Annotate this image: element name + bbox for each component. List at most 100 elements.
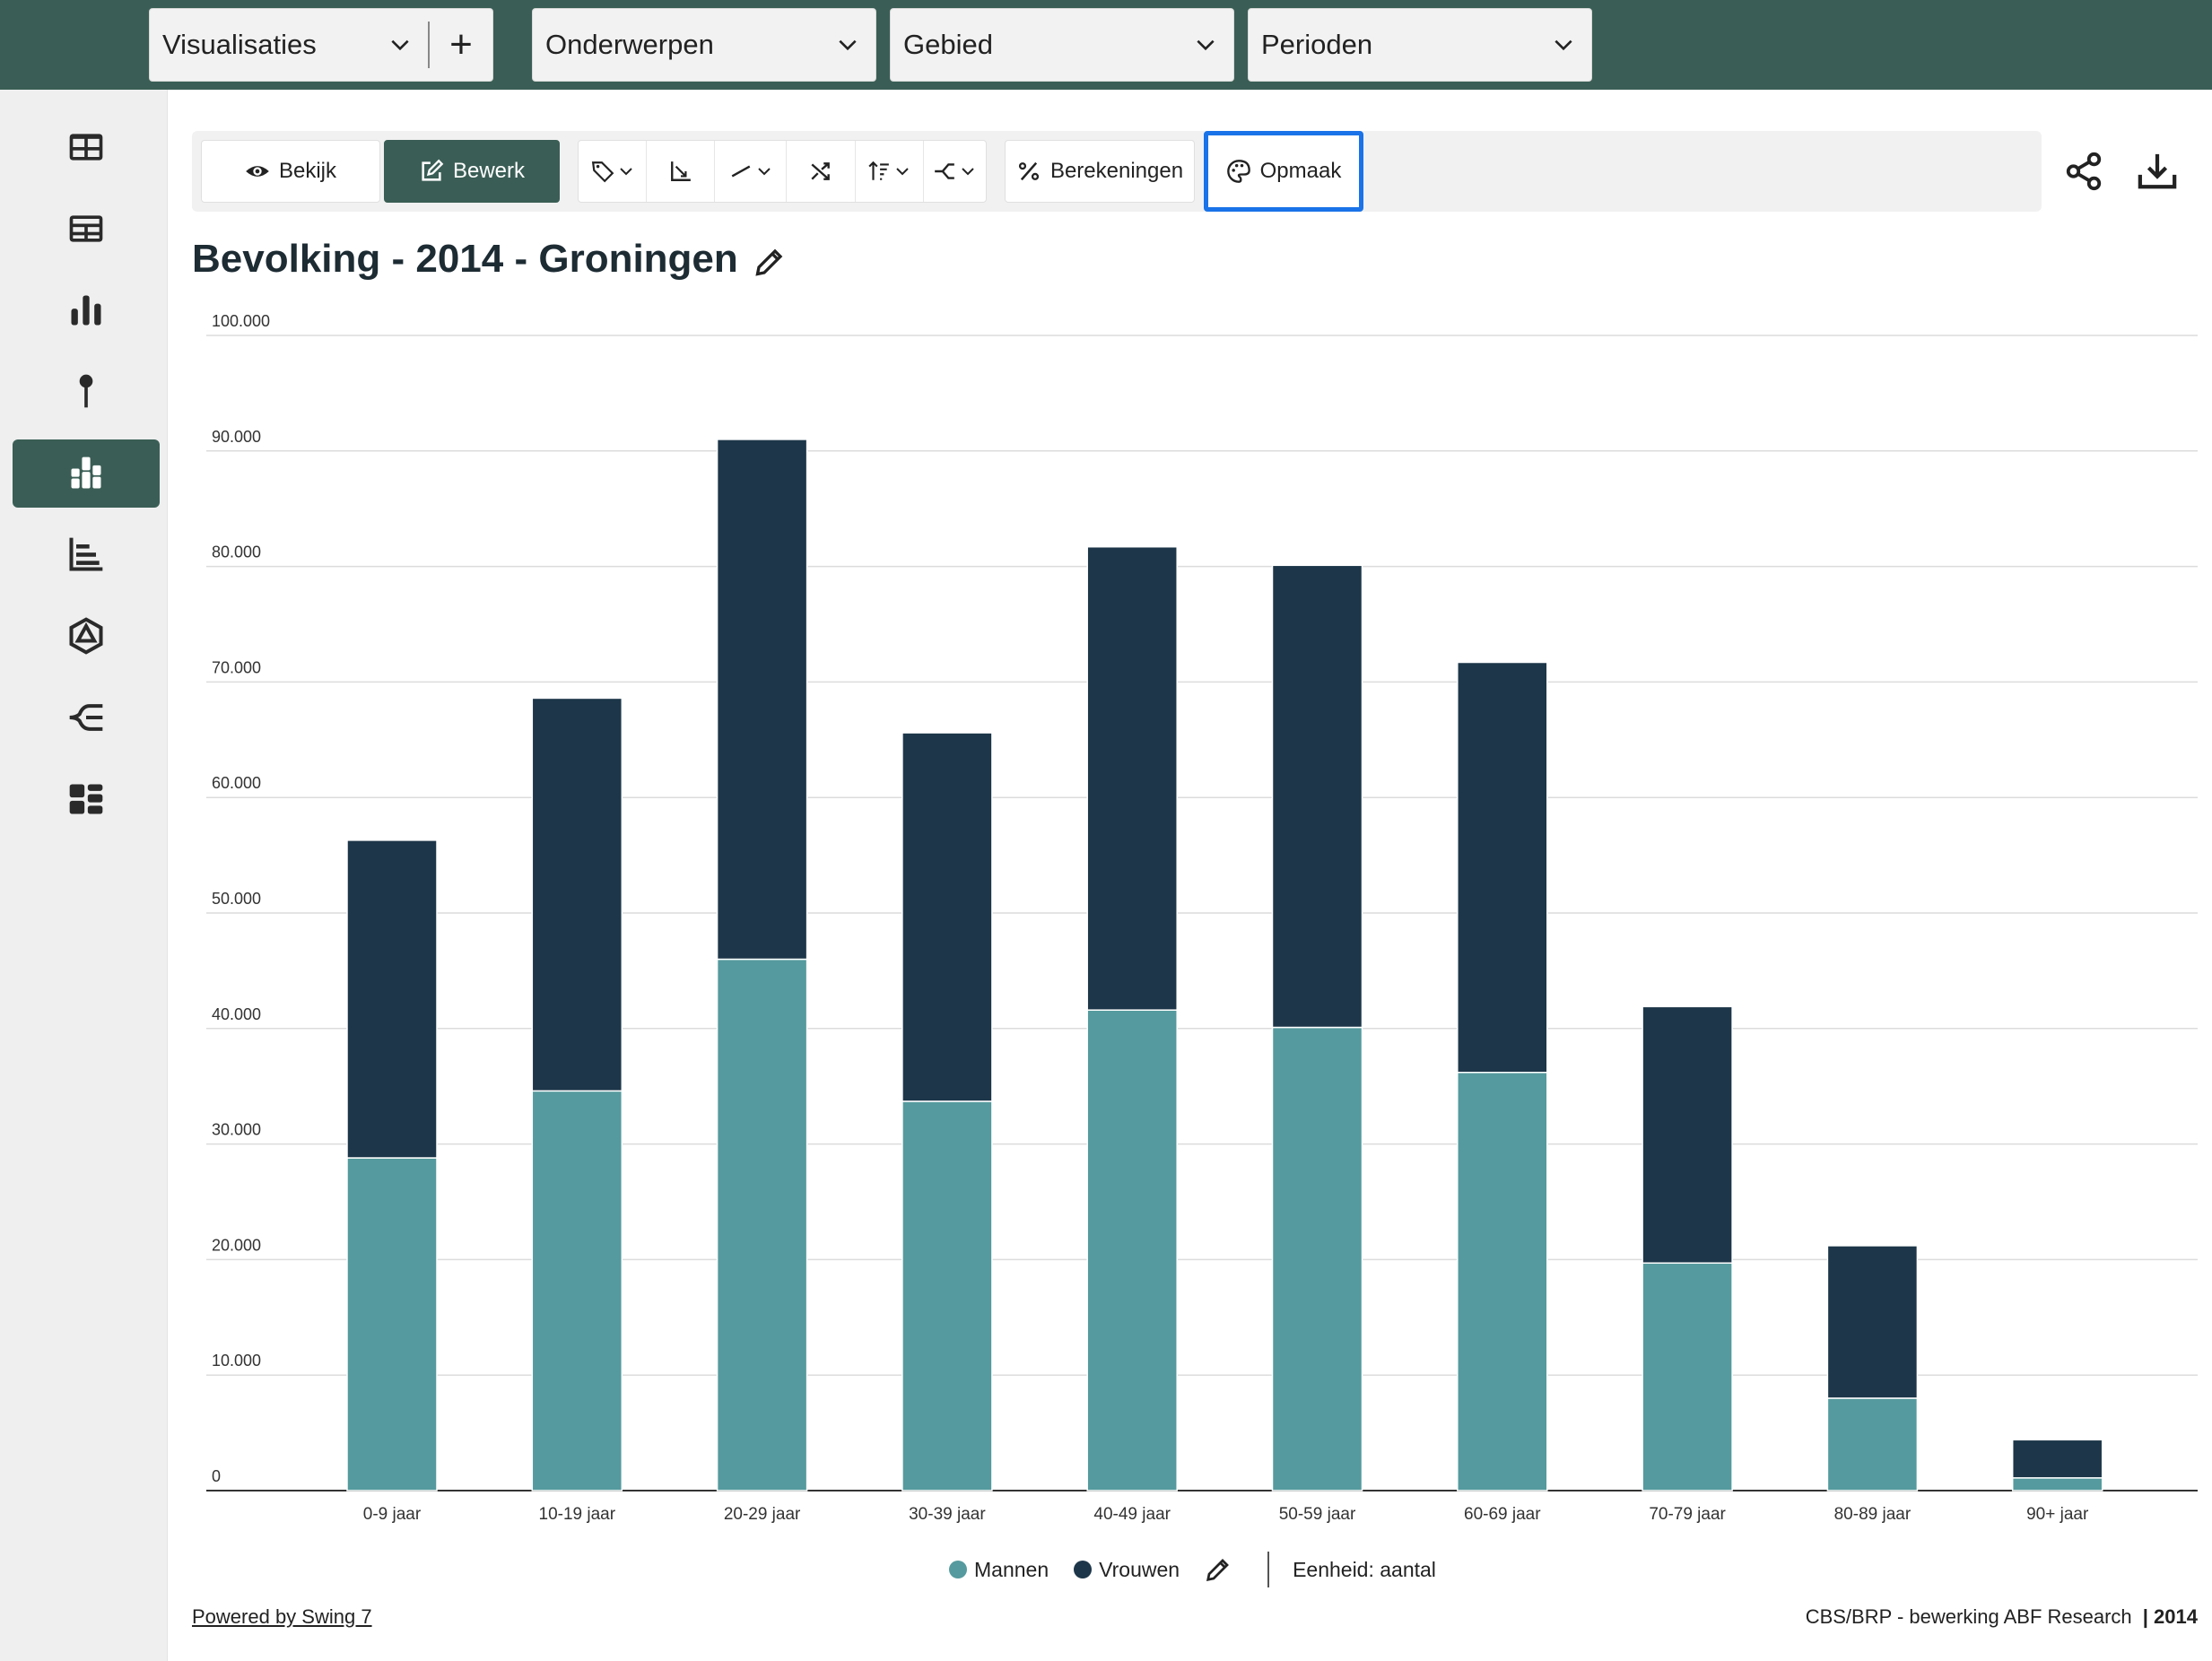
legend-item-mannen[interactable]: Mannen — [949, 1558, 1049, 1582]
sidebar — [0, 90, 168, 1661]
percent-icon — [1018, 161, 1040, 181]
bar-segment-mannen — [1457, 1071, 1548, 1491]
sidebar-item-horizontal-bar[interactable] — [13, 520, 160, 588]
chevron-down-icon — [896, 168, 909, 176]
shuffle-button[interactable] — [787, 141, 856, 202]
sidebar-item-stacked-bar[interactable] — [13, 439, 160, 508]
onderwerpen-dropdown[interactable]: Onderwerpen — [532, 8, 876, 82]
dashboard-table-icon — [69, 215, 103, 242]
legend-label-mannen: Mannen — [974, 1557, 1049, 1581]
chevron-down-icon — [839, 39, 857, 51]
chevron-down-icon — [1554, 39, 1572, 51]
y-tick-label: 80.000 — [212, 544, 261, 561]
bar-segment-mannen — [1271, 1026, 1363, 1491]
bar-segment-vrouwen — [1457, 661, 1548, 1074]
y-tick-label: 100.000 — [212, 312, 270, 330]
format-button[interactable]: Opmaak — [1204, 131, 1363, 212]
tiles-icon — [69, 784, 103, 814]
tag-icon — [591, 161, 614, 183]
sidebar-item-table[interactable] — [13, 113, 160, 181]
edit-label: Bewerk — [452, 159, 526, 183]
tree-icon — [69, 704, 103, 731]
bar-chart-icon — [71, 295, 101, 326]
horizontal-bar-icon — [69, 537, 103, 571]
bar-segment-mannen — [716, 958, 808, 1491]
x-tick-label: 90+ jaar — [2026, 1505, 2089, 1524]
bar-segment-mannen — [531, 1090, 623, 1491]
bar-segment-vrouwen — [1642, 1005, 1733, 1265]
legend-divider — [1267, 1552, 1270, 1587]
gebied-label: Gebied — [903, 29, 993, 60]
sort-icon — [868, 161, 890, 180]
legend-dot-mannen — [949, 1561, 967, 1578]
powered-by-link[interactable]: Powered by Swing 7 — [192, 1605, 372, 1628]
map-pin-icon — [79, 374, 93, 408]
chart-toolbar: Bekijk Bewerk Berekeningen — [192, 131, 2042, 212]
bar-segment-mannen — [901, 1100, 993, 1491]
view-button[interactable]: Bekijk — [201, 140, 380, 203]
add-visualisation-button[interactable]: + — [449, 22, 473, 66]
view-label: Bekijk — [278, 159, 337, 183]
y-tick-label: 50.000 — [212, 890, 261, 908]
perioden-dropdown[interactable]: Perioden — [1248, 8, 1592, 82]
bar-segment-vrouwen — [2011, 1439, 2103, 1479]
y-tick-label: 10.000 — [212, 1352, 261, 1370]
line-icon — [731, 165, 751, 178]
chevron-down-icon — [619, 168, 632, 176]
legend-label-vrouwen: Vrouwen — [1099, 1557, 1180, 1581]
stacked-bar-chart: 0 10.000 20.000 30.000 40.000 50.000 60.000 70.… — [206, 312, 2198, 1524]
format-label: Opmaak — [1259, 159, 1342, 183]
labels-dropdown[interactable] — [579, 141, 648, 202]
source-note: CBS/BRP - bewerking ABF Research | 2014 — [1806, 1605, 2198, 1629]
chart-legend: Mannen Vrouwen Eenheid: aantal — [949, 1550, 1436, 1589]
palette-icon — [1226, 160, 1250, 183]
gebied-dropdown[interactable]: Gebied — [890, 8, 1234, 82]
chevron-down-icon — [758, 168, 771, 176]
visualisaties-dropdown[interactable]: Visualisaties + — [149, 8, 493, 82]
radar-icon — [69, 617, 103, 655]
edit-icon — [422, 159, 444, 181]
split-dropdown[interactable] — [924, 141, 986, 202]
chevron-down-icon — [962, 168, 975, 176]
visualisaties-label: Visualisaties — [162, 29, 317, 60]
x-tick-label: 80-89 jaar — [1834, 1505, 1912, 1524]
bar-segment-mannen — [1086, 1009, 1178, 1491]
calculations-button[interactable]: Berekeningen — [1005, 140, 1195, 203]
unit-label: Eenheid: aantal — [1293, 1557, 1436, 1581]
pencil-icon[interactable] — [1205, 1556, 1232, 1583]
bar-segment-vrouwen — [1086, 545, 1178, 1011]
axis-button[interactable] — [647, 141, 716, 202]
stacked-bar-icon — [71, 457, 101, 489]
x-tick-label: 30-39 jaar — [909, 1505, 986, 1524]
source-year: | 2014 — [2142, 1605, 2198, 1628]
line-dropdown[interactable] — [715, 141, 788, 202]
axis-icon — [670, 161, 691, 181]
sidebar-item-tree[interactable] — [13, 683, 160, 752]
edit-button[interactable]: Bewerk — [384, 140, 560, 203]
pencil-icon[interactable] — [753, 246, 786, 278]
y-tick-label: 20.000 — [212, 1236, 261, 1254]
download-icon[interactable] — [2137, 151, 2178, 192]
x-tick-label: 60-69 jaar — [1464, 1505, 1541, 1524]
bar-segment-mannen — [1826, 1397, 1919, 1491]
sidebar-item-map[interactable] — [13, 357, 160, 425]
legend-dot-vrouwen — [1074, 1561, 1093, 1578]
bar-segment-mannen — [346, 1157, 438, 1491]
sidebar-item-tiles[interactable] — [13, 765, 160, 833]
calculations-label: Berekeningen — [1049, 159, 1184, 183]
sidebar-item-radar[interactable] — [13, 602, 160, 670]
eye-icon — [246, 166, 269, 177]
bar-segment-vrouwen — [1826, 1245, 1919, 1399]
top-bar: Visualisaties + Onderwerpen Gebied Perio… — [0, 0, 2212, 90]
chevron-down-icon — [1197, 39, 1215, 51]
sidebar-item-bar-chart[interactable] — [13, 276, 160, 344]
bar-segment-mannen — [1642, 1262, 1733, 1491]
sidebar-item-dashboard-table[interactable] — [13, 195, 160, 263]
bar-segment-mannen — [2011, 1477, 2103, 1491]
legend-item-vrouwen[interactable]: Vrouwen — [1074, 1558, 1180, 1582]
x-tick-label: 10-19 jaar — [539, 1505, 616, 1524]
share-icon[interactable] — [2063, 151, 2104, 192]
bar-segment-vrouwen — [716, 439, 808, 961]
x-tick-label: 0-9 jaar — [363, 1505, 422, 1524]
sort-dropdown[interactable] — [856, 141, 924, 202]
